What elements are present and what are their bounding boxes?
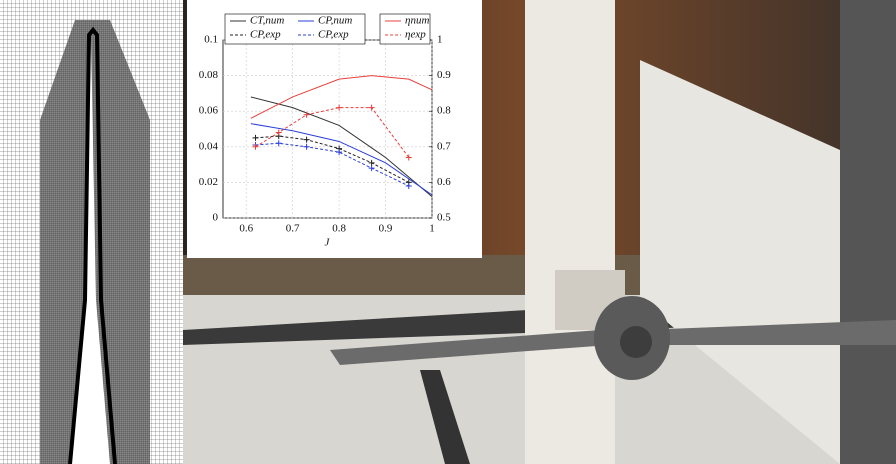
legend-label: CP,exp bbox=[250, 29, 281, 41]
x-tick-label: 0.8 bbox=[332, 223, 346, 235]
y2-tick-label: 0.9 bbox=[437, 69, 451, 81]
y2-tick-label: 0.5 bbox=[437, 212, 451, 224]
x-tick-label: 0.6 bbox=[239, 223, 253, 235]
y-tick-label: 0.08 bbox=[199, 69, 219, 81]
y-tick-label: 0.04 bbox=[199, 140, 219, 152]
y-tick-label: 0.02 bbox=[199, 176, 218, 188]
x-tick-label: 0.9 bbox=[379, 223, 393, 235]
scene: J 0.60.70.80.9100.020.040.060.080.10.50.… bbox=[0, 0, 896, 464]
legend-label: CT,num bbox=[250, 15, 284, 27]
x-tick-label: 0.7 bbox=[286, 223, 300, 235]
y-tick-label: 0.06 bbox=[199, 105, 219, 117]
legend-label: ηexp bbox=[405, 29, 426, 41]
y2-tick-label: 1 bbox=[437, 34, 443, 46]
y2-tick-label: 0.8 bbox=[437, 105, 451, 117]
mesh bbox=[0, 0, 183, 464]
legend-label: ηnum bbox=[405, 15, 429, 27]
y2-tick-label: 0.6 bbox=[437, 176, 451, 188]
y2-tick-label: 0.7 bbox=[437, 140, 451, 152]
y-tick-label: 0 bbox=[213, 212, 219, 224]
x-tick-label: 1 bbox=[429, 223, 435, 235]
legend-label: CP,exp bbox=[318, 29, 349, 41]
legend-label: CP,num bbox=[318, 15, 352, 27]
y-tick-label: 0.1 bbox=[204, 34, 218, 46]
